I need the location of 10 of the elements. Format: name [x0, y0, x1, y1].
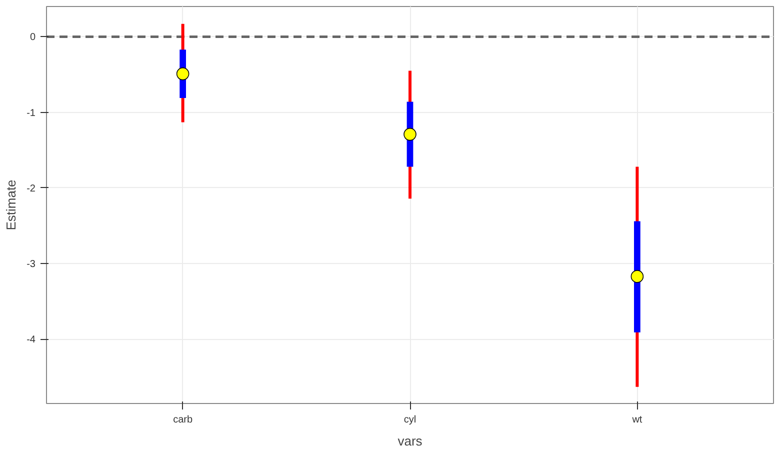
y-tick-label: -4 [26, 334, 36, 346]
x-tick-label: carb [173, 414, 193, 426]
x-axis-title: vars [398, 434, 423, 448]
y-tick-label: -1 [26, 108, 36, 119]
x-tick-label: cyl [404, 414, 416, 426]
y-tick-label: -3 [26, 259, 36, 270]
y-axis-title: Estimate [4, 180, 19, 230]
y-tick-label: 0 [30, 32, 36, 44]
y-tick-label: -2 [26, 183, 36, 194]
x-tick-label: wt [631, 414, 642, 426]
